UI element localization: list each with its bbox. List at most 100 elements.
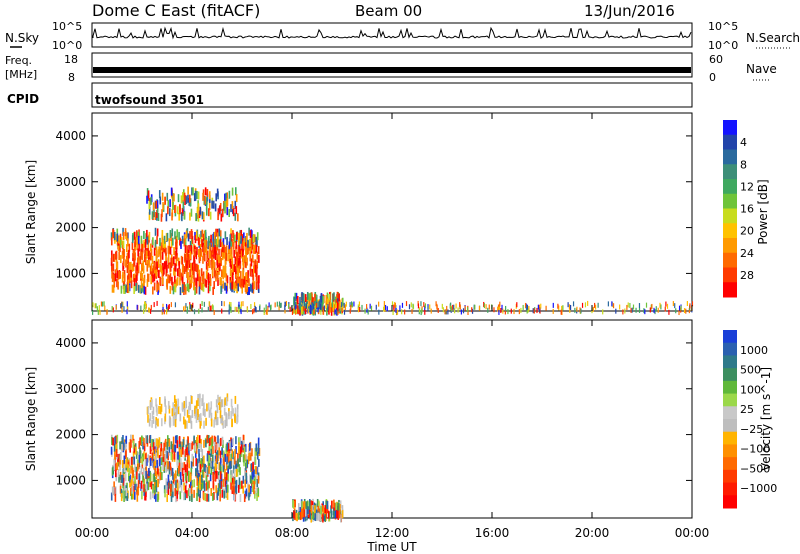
echo-cell bbox=[199, 276, 202, 285]
echo-cell bbox=[244, 242, 247, 251]
echo-cell bbox=[383, 305, 386, 311]
echo-cell bbox=[123, 455, 126, 464]
echo-cell bbox=[198, 269, 201, 278]
echo-cell bbox=[195, 468, 197, 477]
echo-cell bbox=[191, 479, 194, 488]
echo-cell bbox=[353, 301, 355, 307]
echo-cell bbox=[638, 303, 641, 309]
echo-cell bbox=[197, 481, 200, 490]
echo-cell bbox=[255, 466, 257, 475]
echo-cell bbox=[285, 300, 287, 306]
echo-cell bbox=[401, 302, 404, 308]
echo-cell bbox=[459, 304, 461, 310]
echo-cell bbox=[188, 493, 191, 502]
echo-cell bbox=[119, 485, 122, 494]
echo-cell bbox=[221, 242, 224, 251]
echo-cell bbox=[182, 284, 184, 293]
echo-cell bbox=[315, 302, 317, 308]
colorbar-swatch bbox=[723, 149, 737, 165]
echo-cell bbox=[233, 249, 235, 258]
echo-cell bbox=[208, 442, 211, 451]
echo-cell bbox=[579, 307, 581, 313]
echo-cell bbox=[150, 439, 153, 448]
echo-cell bbox=[279, 303, 281, 309]
echo-cell bbox=[574, 307, 576, 313]
echo-cell bbox=[649, 307, 651, 313]
echo-cell bbox=[312, 303, 315, 312]
echo-cell bbox=[159, 448, 162, 457]
echo-cell bbox=[172, 444, 174, 453]
echo-cell bbox=[133, 444, 136, 453]
echo-cell bbox=[562, 305, 564, 311]
echo-cell bbox=[190, 395, 192, 404]
echo-cell bbox=[308, 306, 311, 312]
echo-cell bbox=[177, 451, 179, 460]
echo-cell bbox=[203, 245, 206, 254]
echo-cell bbox=[201, 449, 204, 458]
echo-cell bbox=[420, 301, 422, 307]
echo-cell bbox=[324, 513, 327, 522]
echo-cell bbox=[233, 478, 235, 487]
echo-cell bbox=[248, 492, 250, 501]
echo-cell bbox=[238, 238, 241, 247]
echo-cell bbox=[135, 274, 138, 283]
echo-cell bbox=[153, 262, 155, 271]
echo-cell bbox=[231, 476, 234, 485]
echo-cell bbox=[193, 277, 196, 286]
echo-cell bbox=[186, 245, 188, 254]
echo-cell bbox=[169, 285, 172, 294]
echo-cell bbox=[338, 299, 341, 308]
echo-cell bbox=[133, 491, 136, 500]
echo-cell bbox=[149, 412, 151, 421]
echo-cell bbox=[159, 196, 162, 205]
echo-cell bbox=[236, 468, 239, 477]
echo-cell bbox=[320, 506, 322, 515]
echo-cell bbox=[129, 479, 131, 488]
echo-cell bbox=[99, 309, 101, 315]
echo-cell bbox=[173, 193, 175, 202]
echo-cell bbox=[141, 251, 143, 260]
echo-cell bbox=[412, 303, 414, 309]
echo-cell bbox=[295, 292, 298, 301]
echo-cell bbox=[220, 285, 222, 294]
echo-cell bbox=[131, 241, 134, 250]
echo-cell bbox=[174, 263, 176, 272]
echo-cell bbox=[301, 306, 303, 312]
echo-cell bbox=[181, 235, 184, 244]
colorbar-tick-label: −100 bbox=[740, 443, 770, 456]
y-tick-label: 4000 bbox=[55, 129, 86, 143]
echo-cell bbox=[149, 308, 152, 314]
echo-cell bbox=[238, 437, 240, 446]
echo-cell bbox=[336, 509, 338, 518]
echo-cell bbox=[131, 485, 134, 494]
echo-cell bbox=[173, 406, 176, 415]
echo-cell bbox=[248, 227, 250, 236]
colorbar-swatch bbox=[723, 330, 737, 344]
echo-cell bbox=[122, 231, 125, 240]
echo-cell bbox=[239, 454, 241, 463]
echo-cell bbox=[115, 435, 117, 444]
nsky-tick-top: 10^5 bbox=[52, 20, 82, 33]
echo-cell bbox=[197, 203, 200, 212]
echo-cell bbox=[213, 246, 215, 255]
echo-cell bbox=[127, 238, 129, 247]
echo-cell bbox=[256, 466, 259, 475]
echo-cell bbox=[184, 234, 186, 243]
echo-cell bbox=[103, 301, 105, 307]
echo-cell bbox=[680, 305, 682, 311]
echo-cell bbox=[248, 286, 250, 295]
echo-cell bbox=[411, 308, 413, 314]
echo-cell bbox=[195, 264, 198, 273]
echo-cell bbox=[493, 307, 495, 313]
echo-cell bbox=[240, 309, 242, 315]
echo-cell bbox=[195, 285, 198, 294]
echo-cell bbox=[127, 279, 130, 288]
echo-cell bbox=[252, 233, 255, 242]
echo-cell bbox=[569, 307, 571, 313]
echo-cell bbox=[126, 301, 128, 307]
echo-cell bbox=[367, 309, 369, 315]
echo-cell bbox=[193, 489, 195, 498]
echo-cell bbox=[246, 274, 249, 283]
echo-cell bbox=[213, 260, 215, 269]
